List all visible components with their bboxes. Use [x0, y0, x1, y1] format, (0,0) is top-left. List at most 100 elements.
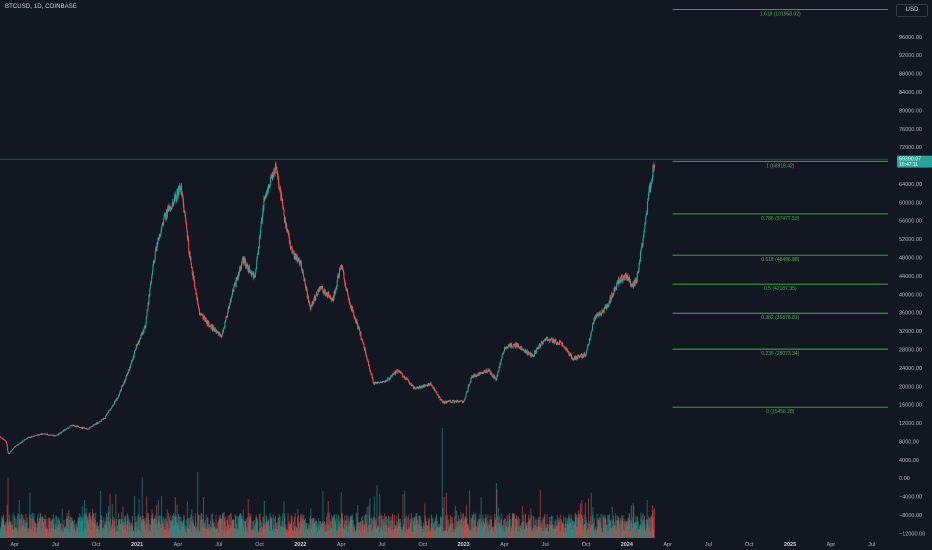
volume-bar — [284, 517, 286, 538]
candle-body — [202, 318, 204, 320]
candle-body — [493, 375, 495, 379]
candle-body — [597, 313, 599, 316]
candle-body — [49, 434, 51, 436]
volume-bar — [633, 505, 635, 538]
candle-body — [149, 284, 151, 290]
candle-body — [274, 169, 276, 174]
candle-body — [651, 177, 653, 181]
candle-body — [107, 412, 109, 413]
candle-body — [594, 319, 596, 321]
candle-body — [219, 334, 221, 336]
candle-body — [255, 267, 257, 270]
volume-bar — [571, 518, 573, 538]
time-axis-label: 2021 — [131, 542, 143, 548]
price-axis-label: 20000.00 — [899, 384, 922, 390]
candle-body — [335, 287, 337, 290]
candle-body — [637, 271, 639, 274]
candle-body — [521, 348, 523, 351]
fib-level-label: 1 (68918.42) — [766, 163, 795, 169]
candle-body — [557, 342, 559, 344]
candle-body — [482, 372, 484, 374]
candle-body — [135, 345, 137, 349]
candle-body — [430, 382, 432, 386]
candle-body — [377, 381, 379, 383]
candle-body — [649, 189, 651, 192]
candle-body — [463, 400, 465, 402]
candle-body — [28, 437, 30, 438]
candle-body — [639, 252, 641, 262]
volume-bar — [134, 495, 136, 538]
candle-body — [294, 257, 296, 259]
candle-body — [37, 434, 39, 436]
candle-body — [111, 406, 113, 408]
candle-body — [447, 400, 449, 403]
volume-bar — [53, 518, 55, 538]
candle-body — [9, 452, 11, 454]
candle-body — [277, 172, 279, 177]
volume-bar — [322, 491, 324, 538]
candle-body — [304, 284, 306, 287]
candle-body — [385, 380, 387, 382]
candle-body — [393, 372, 395, 375]
volume-bar — [475, 513, 477, 538]
volume-bar — [67, 518, 69, 538]
candle-body — [7, 447, 9, 451]
candle-body — [539, 344, 541, 348]
volume-bar — [653, 508, 655, 538]
candle-body — [581, 357, 583, 358]
scroll-right-arrow-icon[interactable]: ▸ — [923, 156, 927, 162]
candle-body — [453, 400, 455, 403]
candle-body — [479, 372, 481, 374]
volume-bar — [451, 523, 453, 538]
candle-body — [429, 384, 431, 385]
candle-body — [193, 276, 195, 281]
volume-bar — [148, 519, 150, 538]
candle-body — [423, 384, 425, 387]
time-axis-label: Jul — [868, 542, 875, 548]
volume-bar — [60, 522, 62, 538]
symbol-title[interactable]: BTCUSD, 1D, COINBASE — [5, 4, 78, 10]
volume-bar — [62, 524, 64, 538]
candle-body — [164, 213, 166, 217]
last-price-tag — [897, 155, 932, 168]
candle-body — [482, 373, 484, 374]
volume-bar — [258, 513, 260, 538]
candle-body — [582, 354, 584, 357]
candle-body — [283, 209, 285, 216]
candle-body — [636, 272, 638, 282]
currency-button[interactable]: USD — [896, 4, 928, 17]
candle-body — [82, 427, 84, 429]
candle-body — [419, 387, 421, 389]
candle-body — [368, 365, 370, 369]
volume-bar — [12, 512, 14, 538]
candle-body — [640, 247, 642, 251]
candle-body — [328, 291, 330, 297]
candle-body — [256, 260, 258, 268]
candle-body — [259, 236, 261, 238]
candle-body — [231, 297, 233, 298]
candle-body — [118, 395, 120, 396]
candle-body — [232, 291, 234, 292]
candle-body — [260, 227, 262, 233]
candle-body — [161, 224, 163, 228]
candle-body — [89, 427, 91, 429]
candle-body — [177, 187, 179, 196]
candle-body — [536, 348, 538, 353]
volume-bar — [446, 520, 448, 538]
candle-body — [522, 348, 524, 351]
candle-body — [299, 260, 301, 265]
candle-body — [383, 381, 385, 383]
candle-body — [342, 268, 344, 271]
candle-body — [401, 373, 403, 377]
volume-bar — [562, 515, 564, 538]
volume-bar — [405, 517, 407, 538]
candle-body — [459, 401, 461, 402]
candle-body — [186, 231, 188, 239]
candle-body — [84, 428, 86, 429]
candle-body — [558, 340, 560, 345]
candle-body — [486, 372, 488, 373]
volume-bar — [139, 517, 141, 538]
candle-body — [418, 386, 420, 389]
candle-body — [453, 402, 455, 404]
